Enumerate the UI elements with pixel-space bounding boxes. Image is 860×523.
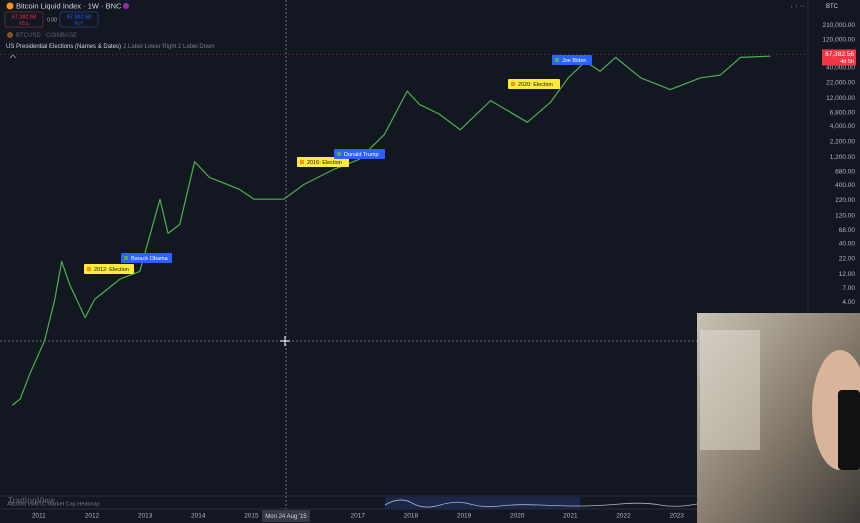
annotation-icon xyxy=(300,160,304,164)
x-tick-label: 2015 xyxy=(244,513,259,520)
x-tick-label: 2018 xyxy=(404,513,419,520)
overlay-symbol[interactable]: BTCUSD · COINBASE xyxy=(16,33,77,39)
x-tick-label: 2020 xyxy=(510,513,525,520)
x-tick-label: 2012 xyxy=(85,513,100,520)
collapse-icon[interactable] xyxy=(9,54,17,59)
y-tick-label: 220.00 xyxy=(835,197,855,204)
annotation-box xyxy=(121,253,172,263)
currency[interactable]: BTC xyxy=(826,4,839,10)
annotation-box xyxy=(334,149,385,159)
last-price-tag xyxy=(822,49,856,66)
x-tick-label: 2014 xyxy=(191,513,206,520)
buy-price: 67,382.68 xyxy=(67,14,91,20)
y-tick-label: 2,200.00 xyxy=(830,138,856,145)
annotation-label: 2012: Election xyxy=(94,267,129,273)
annotation-box xyxy=(84,264,134,274)
buy-button[interactable] xyxy=(59,11,99,28)
last-price-label: 67,382.56 xyxy=(825,51,854,58)
sell-label: SELL xyxy=(18,21,30,26)
y-tick-label: 1,200.00 xyxy=(830,154,856,161)
y-tick-label: 22.00 xyxy=(839,256,856,263)
annotation-label: 2020: Election xyxy=(518,82,553,88)
y-tick-label: 680.00 xyxy=(835,168,855,175)
overlay-icon xyxy=(7,32,13,38)
x-tick-label: 2023 xyxy=(669,513,684,520)
price-line xyxy=(11,55,771,406)
webcam-headphones xyxy=(838,390,860,470)
y-tick-label: 4.00 xyxy=(842,299,855,306)
x-tick-label: 2017 xyxy=(351,513,366,520)
indicator-settings: 2 Label Lower Right 2 Label Down xyxy=(123,44,215,50)
y-tick-label: 22,000.00 xyxy=(826,80,855,87)
annotation-box xyxy=(508,79,560,89)
x-tick-label: 2021 xyxy=(563,513,578,520)
sell-price: 67,382.68 xyxy=(12,14,36,20)
y-tick-label: 40,000.00 xyxy=(826,64,855,71)
annotation-label: 2016: Election xyxy=(307,160,342,166)
annotation-label: Barack Obama xyxy=(131,256,169,262)
y-tick-label: 400.00 xyxy=(835,182,855,189)
y-tick-label: 6,800.00 xyxy=(830,110,856,117)
bottom-indicator-name: Altcoins vs BTC Market Cap Heatmap xyxy=(7,501,100,507)
annotation-label: Donald Trump xyxy=(344,152,379,158)
crosshair-cursor xyxy=(280,336,290,346)
annotation-label: Joe Biden xyxy=(562,58,586,64)
x-tick-label: 2022 xyxy=(616,513,631,520)
webcam-curtain xyxy=(700,330,760,450)
symbol-title[interactable]: Bitcoin Liquid Index · 1W · BNC xyxy=(16,1,122,10)
sell-button[interactable] xyxy=(4,11,44,28)
buy-label: BUY xyxy=(74,21,83,26)
y-tick-label: 210,000.00 xyxy=(822,22,855,29)
y-tick-label: 120.00 xyxy=(835,212,855,219)
x-tick-label: 2013 xyxy=(138,513,153,520)
y-tick-label: 120,000.00 xyxy=(822,36,855,43)
annotation-icon xyxy=(555,58,559,62)
spread: 0.00 xyxy=(47,17,57,23)
y-tick-label: 40.00 xyxy=(839,240,856,247)
x-tick-label: 2019 xyxy=(457,513,472,520)
symbol-icon xyxy=(6,2,14,10)
y-tick-label: 68.00 xyxy=(839,227,856,234)
tradingview-logo[interactable]: TradingView xyxy=(8,496,56,505)
y-tick-label: 7.00 xyxy=(842,285,855,292)
annotation-icon xyxy=(511,82,515,86)
heatmap-band xyxy=(385,497,580,509)
annotation-icon xyxy=(87,267,91,271)
last-price-countdown: 4d 5h xyxy=(840,59,854,65)
status-icon xyxy=(123,3,129,9)
annotation-box xyxy=(297,157,349,167)
indicator-name[interactable]: US Presidential Elections (Names & Dates… xyxy=(6,44,121,50)
x-tick-label: 2011 xyxy=(32,513,46,520)
crosshair-date: Mon 24 Aug '15 xyxy=(265,514,307,520)
y-tick-label: 12.00 xyxy=(839,271,856,278)
annotation-icon xyxy=(337,152,341,156)
y-tick-label: 4,000.00 xyxy=(830,123,856,130)
toolbar-icons[interactable]: ↓ ↑ ⋯ xyxy=(790,4,805,10)
y-tick-label: 12,000.00 xyxy=(826,95,855,102)
heatmap-line xyxy=(384,499,698,508)
annotation-box xyxy=(552,55,592,65)
crosshair-date-box xyxy=(262,510,310,522)
annotation-icon xyxy=(124,256,128,260)
